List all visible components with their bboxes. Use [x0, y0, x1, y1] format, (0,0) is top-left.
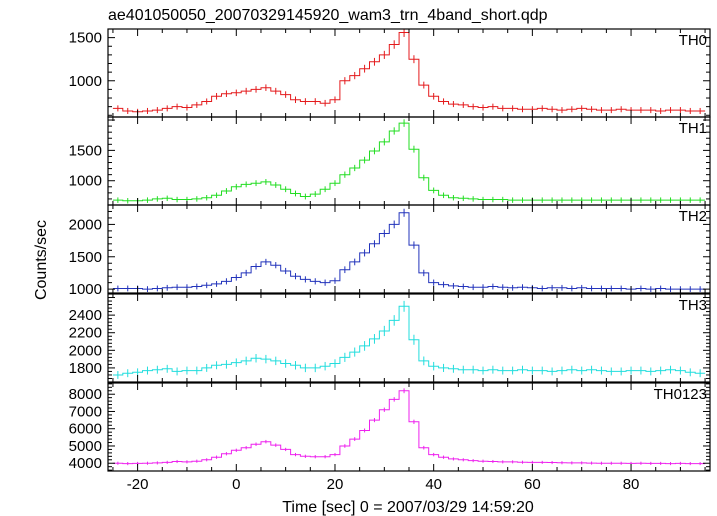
y-tick-label: 7000 — [69, 403, 102, 420]
x-tick-label: 0 — [232, 476, 240, 493]
x-tick-label: -20 — [127, 476, 149, 493]
series-group — [112, 208, 706, 293]
y-tick-label: 1500 — [69, 30, 102, 47]
y-tick-label: 8000 — [69, 386, 102, 403]
y-tick-label: 6000 — [69, 421, 102, 438]
y-tick-label: 2200 — [69, 325, 102, 342]
y-tick-label: 2000 — [69, 216, 102, 233]
series-line — [112, 390, 706, 465]
panel-th1: 1000 1500 TH1 — [69, 116, 711, 206]
panel-label: TH1 — [679, 120, 707, 137]
x-tick-label: 40 — [425, 476, 442, 493]
panel-label: TH0 — [679, 32, 707, 49]
series-group — [112, 300, 706, 379]
x-axis-label: Time [sec] 0 = 2007/03/29 14:59:20 — [282, 499, 534, 516]
y-tick-label: 1500 — [69, 249, 102, 266]
y-tick-label: 1000 — [69, 173, 102, 190]
y-tick-label: 1000 — [69, 73, 102, 90]
series-line — [112, 122, 706, 202]
series-group — [112, 388, 706, 466]
panels: 1000 1500 TH0 1000 1500 TH1 1000 1500 2000 TH2 180… — [69, 28, 711, 493]
series-line — [112, 305, 706, 376]
panel-label: TH0123 — [654, 386, 707, 403]
chart-title: ae401050050_20070329145920_wam3_trn_4ban… — [108, 7, 548, 24]
panel-th0: 1000 1500 TH0 — [69, 28, 711, 118]
y-tick-label: 5000 — [69, 438, 102, 455]
panel-th2: 1000 1500 2000 TH2 — [69, 204, 711, 298]
series-line — [112, 32, 706, 113]
panel-label: TH2 — [679, 208, 707, 225]
y-tick-label: 4000 — [69, 455, 102, 472]
panel-label: TH3 — [679, 297, 707, 314]
y-axis-label: Counts/sec — [33, 220, 50, 300]
series-group — [112, 29, 706, 115]
x-tick-label: 80 — [623, 476, 640, 493]
x-tick-label: 20 — [327, 476, 344, 493]
y-tick-label: 1500 — [69, 142, 102, 159]
x-tick-label: 60 — [524, 476, 541, 493]
y-tick-label: 2400 — [69, 307, 102, 324]
y-tick-label: 2000 — [69, 342, 102, 359]
series-group — [112, 119, 706, 204]
series-line — [112, 212, 706, 290]
y-tick-label: 1000 — [69, 281, 102, 298]
y-tick-label: 1800 — [69, 360, 102, 377]
